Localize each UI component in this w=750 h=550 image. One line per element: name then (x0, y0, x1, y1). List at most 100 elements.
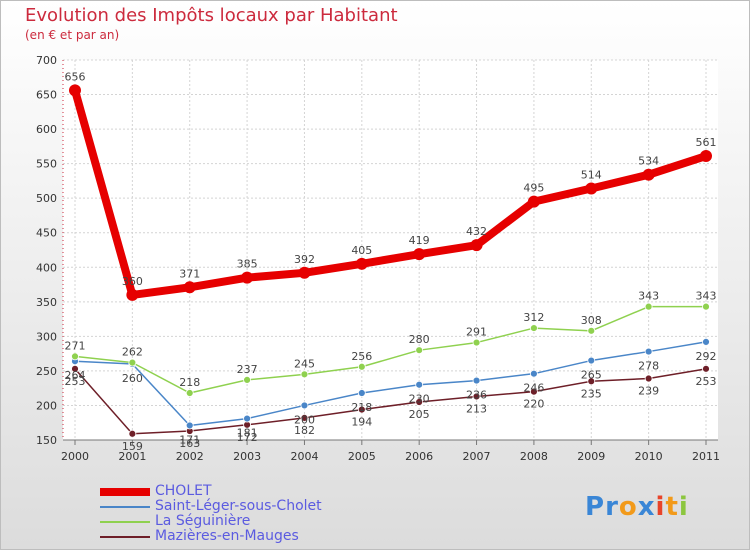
data-label: 534 (638, 155, 659, 168)
data-label: 246 (523, 382, 544, 395)
logo-letter: i (655, 492, 666, 522)
data-label: 218 (351, 401, 372, 414)
data-point (702, 364, 710, 373)
data-point (702, 302, 710, 311)
x-tick-label: 2003 (233, 450, 261, 463)
data-label: 495 (523, 182, 544, 195)
data-label: 236 (466, 389, 487, 402)
data-label: 260 (122, 372, 143, 385)
chart-subtitle: (en € et par an) (25, 28, 120, 42)
data-point (642, 168, 655, 181)
chart-title: Evolution des Impôts locaux par Habitant (25, 5, 398, 26)
data-point (69, 84, 81, 97)
x-tick-label: 2004 (290, 450, 318, 463)
x-tick-label: 2002 (176, 450, 204, 463)
data-label: 432 (466, 225, 487, 238)
data-point (243, 414, 251, 423)
logo-letter: i (678, 492, 689, 522)
data-point (530, 387, 538, 396)
data-point (241, 271, 254, 284)
legend-label: La Séguinière (155, 513, 251, 529)
x-tick-label: 2000 (61, 450, 89, 463)
series-line-0 (71, 86, 710, 299)
data-label: 385 (237, 258, 258, 271)
data-point (243, 375, 251, 384)
data-label: 205 (409, 408, 430, 421)
data-label: 182 (294, 424, 315, 437)
data-label: 291 (466, 326, 487, 339)
data-label: 245 (294, 357, 315, 370)
data-point (585, 182, 598, 195)
data-label: 292 (696, 350, 717, 363)
x-tick-label: 2007 (463, 450, 491, 463)
y-tick-label: 700 (36, 54, 57, 67)
data-point (183, 281, 196, 294)
data-label: 278 (638, 360, 659, 373)
data-label: 514 (581, 169, 602, 182)
x-tick-label: 2010 (635, 450, 663, 463)
y-tick-label: 600 (36, 123, 57, 136)
data-point (530, 369, 538, 378)
x-tick-label: 2011 (692, 450, 720, 463)
data-label: 230 (409, 393, 430, 406)
legend-swatch (100, 521, 150, 523)
y-tick-label: 550 (36, 158, 57, 171)
data-label: 271 (65, 339, 86, 352)
logo-letter: t (665, 492, 679, 522)
data-label: 194 (351, 416, 372, 429)
data-point (128, 358, 137, 367)
data-label: 239 (638, 385, 659, 398)
data-point (355, 257, 368, 270)
series-line-3 (74, 368, 707, 435)
data-point (71, 352, 79, 361)
data-label: 392 (294, 253, 315, 266)
data-label: 312 (523, 311, 544, 324)
series-line-2 (74, 305, 707, 394)
data-point (644, 347, 653, 356)
data-label: 200 (294, 413, 315, 426)
data-point (300, 413, 309, 422)
data-label: 181 (237, 427, 258, 440)
data-point (702, 337, 710, 346)
data-point (357, 389, 366, 397)
data-point (128, 429, 137, 438)
data-point (413, 248, 426, 261)
data-point (357, 362, 366, 371)
data-point (527, 195, 540, 208)
legend-label: CHOLET (155, 483, 212, 499)
data-point (415, 398, 424, 406)
data-label: 235 (581, 387, 602, 400)
data-label: 159 (122, 440, 143, 453)
legend-swatch (100, 506, 150, 508)
data-label: 253 (696, 375, 717, 388)
y-tick-label: 300 (36, 330, 57, 343)
data-point (185, 421, 194, 430)
data-label: 265 (581, 369, 602, 382)
data-label: 419 (409, 234, 430, 247)
legend-label: Saint-Léger-sous-Cholet (155, 498, 322, 514)
y-tick-label: 250 (36, 365, 57, 378)
data-label: 213 (466, 402, 487, 415)
data-point (587, 377, 596, 386)
data-point (300, 370, 309, 379)
data-label: 343 (638, 290, 659, 303)
data-label: 262 (122, 346, 143, 359)
data-point (470, 239, 483, 252)
y-tick-label: 450 (36, 227, 57, 240)
data-point (415, 380, 424, 389)
data-point (472, 338, 481, 347)
y-tick-label: 400 (36, 261, 57, 274)
y-tick-label: 350 (36, 296, 57, 309)
data-point (126, 288, 139, 301)
data-label: 343 (696, 290, 717, 303)
legend-label: Mazières-en-Mauges (155, 528, 299, 544)
data-point (530, 324, 538, 332)
data-point (587, 326, 596, 335)
data-label: 172 (237, 431, 258, 444)
data-point (300, 401, 309, 410)
proxiti-logo: Proxiti (585, 492, 689, 522)
y-tick-label: 650 (36, 89, 57, 102)
legend-swatch (100, 488, 150, 496)
y-tick-label: 200 (36, 399, 57, 412)
data-label: 171 (179, 433, 200, 446)
